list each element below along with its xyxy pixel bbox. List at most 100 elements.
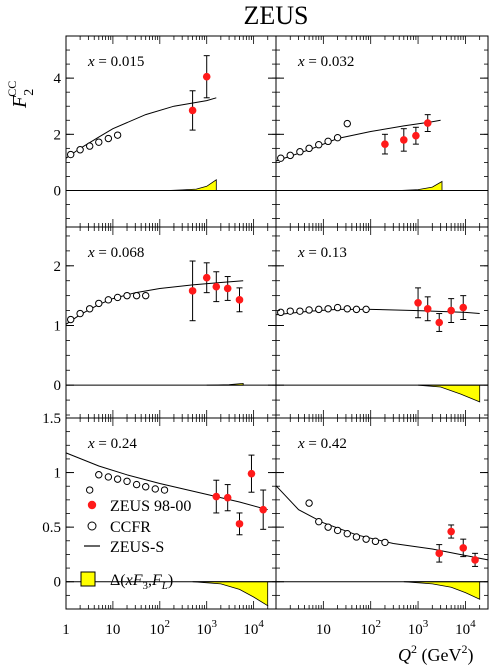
- x-tick-exp: 2: [375, 618, 381, 630]
- zeus-point: [412, 131, 420, 140]
- ccfr-point: [95, 299, 103, 308]
- ccfr-point: [296, 148, 304, 156]
- y-tick-label: 2: [54, 259, 62, 275]
- panel-x-value: = 0.24: [95, 436, 138, 452]
- panel-x-value: = 0.032: [305, 54, 355, 70]
- panel-1: 0 2 4 x = 0.015: [54, 35, 277, 228]
- x-axis-label: Q2 (GeV2): [398, 642, 473, 666]
- chart-title: ZEUS: [244, 1, 309, 30]
- legend-zeus-marker: [87, 500, 97, 510]
- x-tick-exp: 3: [211, 618, 217, 630]
- x-tick-base: 10: [408, 622, 423, 638]
- ccfr-point: [277, 154, 285, 162]
- band-area: [192, 581, 269, 607]
- ccfr-point: [67, 315, 75, 324]
- zeus-point: [202, 273, 211, 282]
- panel-x-label: x = 0.42: [297, 436, 347, 452]
- x-tick-label: 10: [316, 622, 331, 638]
- ccfr-point: [160, 486, 169, 494]
- y-tick-label: 0: [54, 378, 62, 394]
- x-axis-label-q: Q: [398, 645, 411, 665]
- ccfr-point: [324, 305, 332, 313]
- zeus-point: [235, 520, 244, 528]
- ccfr-point: [333, 526, 342, 535]
- y-tick-label: 4: [54, 71, 62, 87]
- ccfr-point: [123, 291, 131, 300]
- ccfr-point: [95, 138, 103, 146]
- x-tick-exp: 3: [423, 618, 429, 630]
- zeus-point: [235, 296, 244, 304]
- y-axis-label-sub: 2: [22, 89, 37, 96]
- zeus-point: [447, 306, 455, 315]
- ccfr-point: [85, 486, 94, 494]
- panel-x-label: x = 0.24: [87, 436, 137, 452]
- x-tick-label: 103: [196, 618, 217, 638]
- x-tick-exp: 4: [470, 618, 476, 630]
- panel-x-var: x: [87, 54, 95, 70]
- panel-3: 0 1 2 x = 0.068: [54, 226, 277, 419]
- panel-x-var: x: [87, 245, 95, 261]
- panel-2: x = 0.032: [275, 35, 489, 228]
- zeus-point: [212, 282, 221, 291]
- ccfr-point: [352, 533, 361, 541]
- x-tick-base: 10: [455, 622, 470, 638]
- x-tick-base: 10: [150, 622, 165, 638]
- ccfr-point: [95, 471, 103, 479]
- ccfr-point: [343, 529, 351, 538]
- x-tick-base: 10: [360, 622, 375, 638]
- ccfr-point: [362, 305, 370, 314]
- panel-4: x = 0.13: [275, 226, 489, 419]
- ccfr-point: [85, 305, 94, 313]
- y-tick-label: 0: [54, 183, 62, 199]
- zeus-point: [381, 140, 389, 148]
- zeus-point: [435, 549, 444, 558]
- x-tick-label: 102: [360, 618, 381, 638]
- legend-band-comma: ,: [148, 572, 152, 589]
- panel-x-label: x = 0.015: [87, 54, 144, 70]
- ccfr-point: [362, 535, 370, 543]
- panel-x-value: = 0.015: [95, 54, 145, 70]
- ccfr-point: [352, 305, 361, 314]
- x-axis-label-unit-close: ): [467, 645, 473, 666]
- zeus-point: [447, 527, 455, 536]
- panel-x-value: = 0.42: [305, 436, 347, 452]
- x-tick-base: 10: [196, 622, 211, 638]
- panel-x-value: = 0.068: [95, 245, 145, 261]
- ccfr-point: [315, 517, 323, 526]
- ccfr-point: [113, 475, 122, 483]
- fit-curve: [65, 452, 268, 511]
- x-axis-label-unit-exp: 2: [461, 642, 467, 656]
- ccfr-point: [85, 142, 94, 150]
- x-tick-label: 10: [105, 622, 120, 638]
- legend-band-x: x: [125, 572, 133, 589]
- x-tick-exp: 2: [165, 618, 171, 630]
- y-tick-label: 1: [54, 318, 62, 334]
- legend-ccfr-label: CCFR: [110, 519, 151, 536]
- panel-6: x = 0.42: [275, 417, 489, 610]
- ccfr-point: [104, 134, 113, 143]
- x-axis-label-exp: 2: [411, 642, 417, 656]
- ccfr-point: [371, 537, 380, 546]
- ccfr-point: [104, 296, 113, 304]
- panel-x-label: x = 0.032: [297, 54, 354, 70]
- zeus-point: [259, 505, 267, 514]
- zeus-point: [247, 469, 256, 478]
- x-tick-label: 1: [62, 622, 70, 638]
- x-tick-label: 104: [243, 618, 264, 638]
- ccfr-point: [343, 119, 351, 128]
- fit-curve: [275, 485, 489, 561]
- ccfr-point: [343, 305, 351, 313]
- ccfr-point: [132, 480, 141, 489]
- panel-x-var: x: [297, 245, 305, 261]
- y-tick-label: 2: [54, 127, 62, 143]
- ccfr-point: [381, 538, 389, 547]
- zeus-point: [223, 493, 232, 502]
- ccfr-point: [333, 303, 342, 312]
- ccfr-point: [305, 144, 313, 153]
- legend: ZEUS 98-00 CCFR ZEUS-S Δ(xF3,FL): [80, 498, 191, 592]
- ccfr-point: [305, 306, 313, 314]
- ccfr-point: [123, 477, 131, 486]
- y-tick-label: 1: [54, 466, 62, 482]
- ccfr-point: [151, 485, 159, 493]
